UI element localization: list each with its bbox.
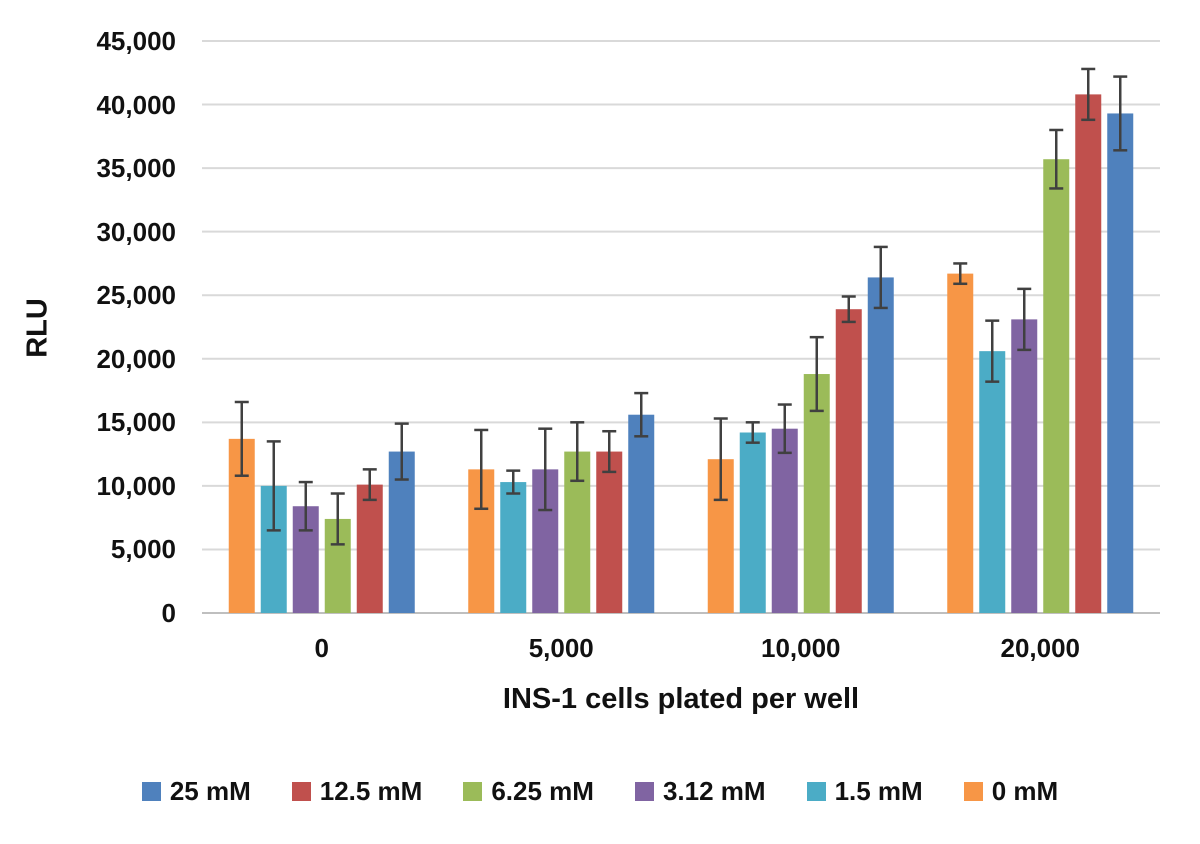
y-tick-label: 20,000 [96, 343, 176, 374]
error-bar-6.25mM-20000 [1049, 128, 1064, 190]
bar-6.25mM-10000 [803, 374, 830, 613]
bar-1.5mM-10000 [739, 432, 766, 613]
error-bar-25mM-20000 [1113, 75, 1128, 152]
x-axis-title: INS-1 cells plated per well [502, 683, 860, 715]
y-tick-label: 35,000 [96, 153, 176, 184]
y-tick-label: 0 [161, 598, 176, 628]
error-bar-0mM-0 [234, 400, 249, 477]
error-bar-25mM-10000 [873, 245, 888, 310]
error-bar-6.25mM-5000 [570, 421, 585, 483]
y-tick-label: 10,000 [96, 470, 176, 501]
x-tick-label: 20,000 [1000, 633, 1081, 663]
bar-25mM-10000 [867, 277, 894, 613]
legend-item-12.5mM: 12.5 mM [291, 775, 423, 807]
error-bar-3.12mM-20000 [1017, 287, 1032, 352]
legend-swatch-6.25mM [463, 781, 483, 801]
bar-1.5mM-5000 [500, 482, 527, 613]
error-bar-3.12mM-0 [298, 480, 313, 532]
error-bar-6.25mM-0 [330, 492, 345, 546]
legend-swatch-0mM [963, 781, 983, 801]
legend-item-25mM: 25 mM [141, 775, 251, 807]
bar-12.5mM-0 [356, 484, 383, 613]
error-bar-12.5mM-10000 [841, 295, 856, 324]
error-bar-3.12mM-5000 [538, 427, 553, 512]
legend-swatch-3.12mM [634, 781, 654, 801]
error-bar-0mM-20000 [953, 262, 968, 286]
legend-item-1.5mM: 1.5 mM [806, 775, 923, 807]
y-tick-label: 25,000 [96, 280, 176, 311]
bar-12.5mM-10000 [835, 309, 862, 613]
bar-25mM-20000 [1107, 113, 1134, 613]
legend-label: 6.25 mM [491, 775, 594, 806]
error-bar-1.5mM-10000 [745, 421, 760, 444]
x-tick-label: 0 [314, 633, 329, 663]
error-bar-12.5mM-5000 [602, 429, 617, 474]
error-bar-25mM-5000 [634, 391, 649, 438]
legend-label: 25 mM [169, 775, 251, 806]
error-bar-1.5mM-20000 [985, 319, 1000, 383]
bar-12.5mM-5000 [596, 451, 623, 613]
x-tick-label: 5,000 [528, 633, 594, 663]
error-bar-0mM-5000 [474, 428, 489, 511]
bar-0mM-20000 [947, 273, 974, 613]
bar-25mM-5000 [628, 414, 655, 613]
error-bar-25mM-0 [394, 422, 409, 481]
y-tick-label: 45,000 [96, 26, 176, 56]
bar-3.12mM-20000 [1011, 319, 1038, 613]
bar-1.5mM-20000 [979, 351, 1006, 613]
error-bar-12.5mM-20000 [1081, 67, 1096, 122]
legend-label: 3.12 mM [662, 775, 766, 806]
legend-label: 0 mM [991, 775, 1059, 806]
error-bar-6.25mM-10000 [809, 335, 824, 413]
legend-label: 1.5 mM [834, 775, 923, 806]
error-bar-3.12mM-10000 [777, 403, 792, 455]
legend-label: 12.5 mM [319, 775, 423, 806]
legend-item-6.25mM: 6.25 mM [463, 776, 594, 807]
y-tick-label: 5,000 [110, 534, 176, 565]
legend-swatch-25mM [141, 781, 161, 801]
bar-6.25mM-20000 [1043, 159, 1070, 614]
legend-item-0mM: 0 mM [963, 775, 1059, 807]
legend: 25 mM 12.5 mM 6.25 mM 3.12 mM 1.5 mM 0 mM [0, 774, 1200, 808]
legend-item-3.12mM: 3.12 mM [634, 775, 766, 807]
bar-12.5mM-20000 [1075, 94, 1102, 614]
error-bar-1.5mM-5000 [506, 469, 521, 495]
y-tick-label: 15,000 [96, 407, 176, 438]
error-bar-0mM-10000 [713, 417, 728, 502]
y-tick-label: 30,000 [96, 216, 176, 247]
x-tick-label: 10,000 [760, 633, 841, 663]
legend-swatch-12.5mM [291, 781, 311, 801]
error-bar-12.5mM-0 [362, 468, 377, 502]
bar-3.12mM-10000 [771, 428, 798, 613]
y-tick-label: 40,000 [96, 89, 176, 120]
error-bar-1.5mM-0 [266, 440, 281, 532]
legend-swatch-1.5mM [806, 781, 826, 801]
